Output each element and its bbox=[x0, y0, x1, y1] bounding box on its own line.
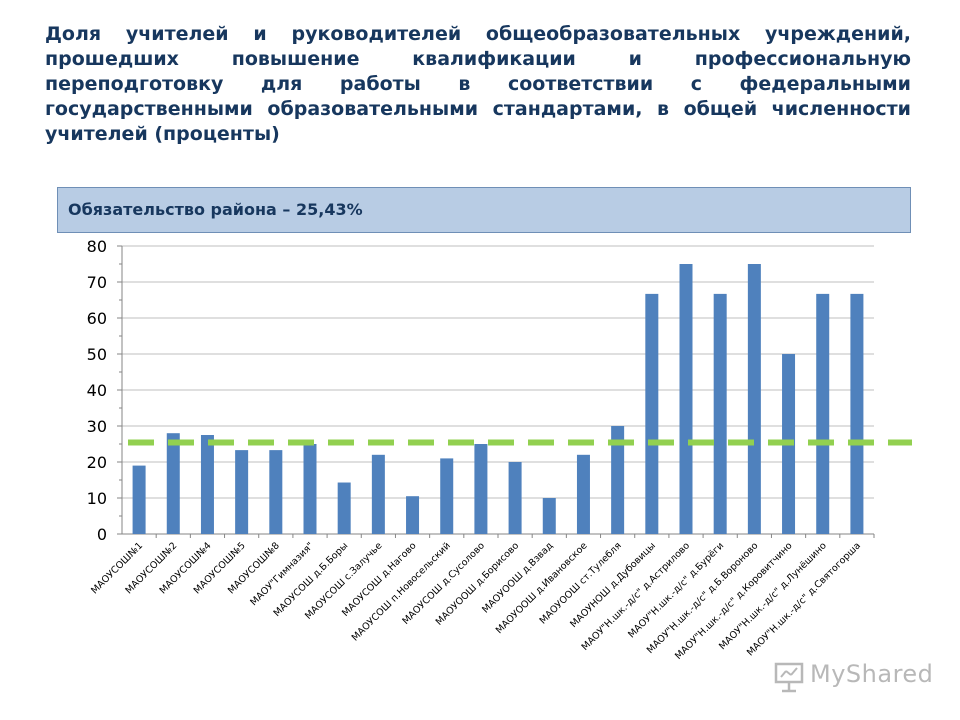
bar bbox=[645, 293, 659, 534]
bar bbox=[235, 450, 249, 534]
y-tick-label: 10 bbox=[87, 489, 107, 508]
bar bbox=[440, 458, 454, 534]
grid-lines bbox=[122, 245, 874, 499]
bar bbox=[508, 462, 522, 534]
bar bbox=[747, 264, 761, 534]
presentation-board-icon bbox=[774, 662, 804, 693]
bar bbox=[371, 454, 385, 534]
y-tick-label: 50 bbox=[87, 345, 107, 364]
bar bbox=[132, 465, 146, 534]
bar bbox=[576, 454, 590, 534]
bar bbox=[337, 482, 351, 534]
bar bbox=[166, 433, 180, 534]
bar bbox=[269, 450, 283, 534]
bar-chart: 0 10 20 30 40 50 60 70 80 МАОУСОШ№1МАОУСОШ№2МАОУ… bbox=[87, 237, 912, 660]
watermark: MyShared bbox=[770, 658, 934, 694]
y-tick-label: 0 bbox=[97, 525, 107, 544]
bar bbox=[542, 498, 556, 534]
bar bbox=[850, 293, 864, 534]
bar bbox=[200, 435, 214, 534]
watermark-text: MyShared bbox=[810, 660, 934, 688]
bar bbox=[474, 444, 488, 534]
y-tick-label: 80 bbox=[87, 237, 107, 256]
bar bbox=[303, 444, 317, 534]
y-tick-label: 40 bbox=[87, 381, 107, 400]
x-axis-ticks: МАОУСОШ№1МАОУСОШ№2МАОУСОШ№4МАОУСОШ№5МАОУ… bbox=[89, 540, 863, 660]
y-tick-label: 20 bbox=[87, 453, 107, 472]
bar bbox=[406, 496, 420, 534]
y-tick-label: 30 bbox=[87, 417, 107, 436]
bar bbox=[611, 426, 625, 534]
x-tick-label: МАОУ"Гимназия" bbox=[248, 540, 316, 608]
bar bbox=[713, 293, 727, 534]
commitment-box: Обязательство района – 25,43% bbox=[57, 187, 911, 233]
y-axis-ticks: 0 10 20 30 40 50 60 70 80 bbox=[87, 237, 107, 544]
bar bbox=[679, 264, 693, 534]
page-title: Доля учителей и руководителей общеобразо… bbox=[45, 23, 911, 145]
y-tick-label: 60 bbox=[87, 309, 107, 328]
bar bbox=[816, 293, 830, 534]
y-tick-label: 70 bbox=[87, 273, 107, 292]
bar-series bbox=[132, 264, 864, 534]
